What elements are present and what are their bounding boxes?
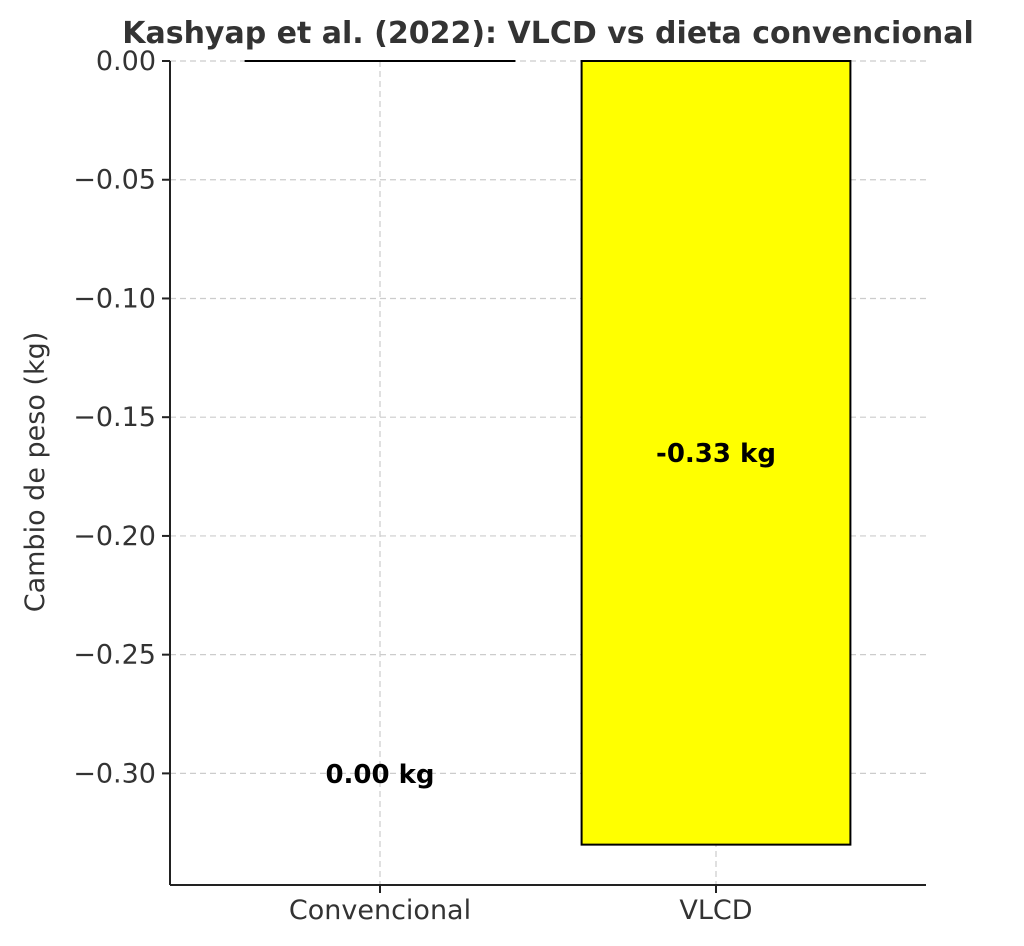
data-label: 0.00 kg <box>325 760 434 790</box>
y-tick-label: −0.20 <box>73 521 156 552</box>
bars <box>244 60 852 846</box>
y-tick-label: 0.00 <box>96 46 156 77</box>
y-tick-label: −0.30 <box>73 758 156 789</box>
tick-labels: 0.00 −0.05 −0.10 −0.15 −0.20 −0.25 −0.30 Conven… <box>73 46 752 926</box>
chart-title: Kashyap et al. (2022): VLCD vs dieta con… <box>122 16 974 51</box>
y-tick-label: −0.10 <box>73 283 156 314</box>
y-tick-label: −0.25 <box>73 640 156 671</box>
data-labels: 0.00 kg -0.33 kg <box>325 439 776 790</box>
y-tick-label: −0.05 <box>73 165 156 196</box>
axes <box>162 60 926 893</box>
y-axis-label: Cambio de peso (kg) <box>20 332 51 613</box>
x-tick-label: VLCD <box>679 895 752 926</box>
y-tick-label: −0.15 <box>73 402 156 433</box>
x-tick-label: Convencional <box>289 895 471 926</box>
data-label: -0.33 kg <box>656 439 776 469</box>
bar-vlcd <box>580 60 852 846</box>
